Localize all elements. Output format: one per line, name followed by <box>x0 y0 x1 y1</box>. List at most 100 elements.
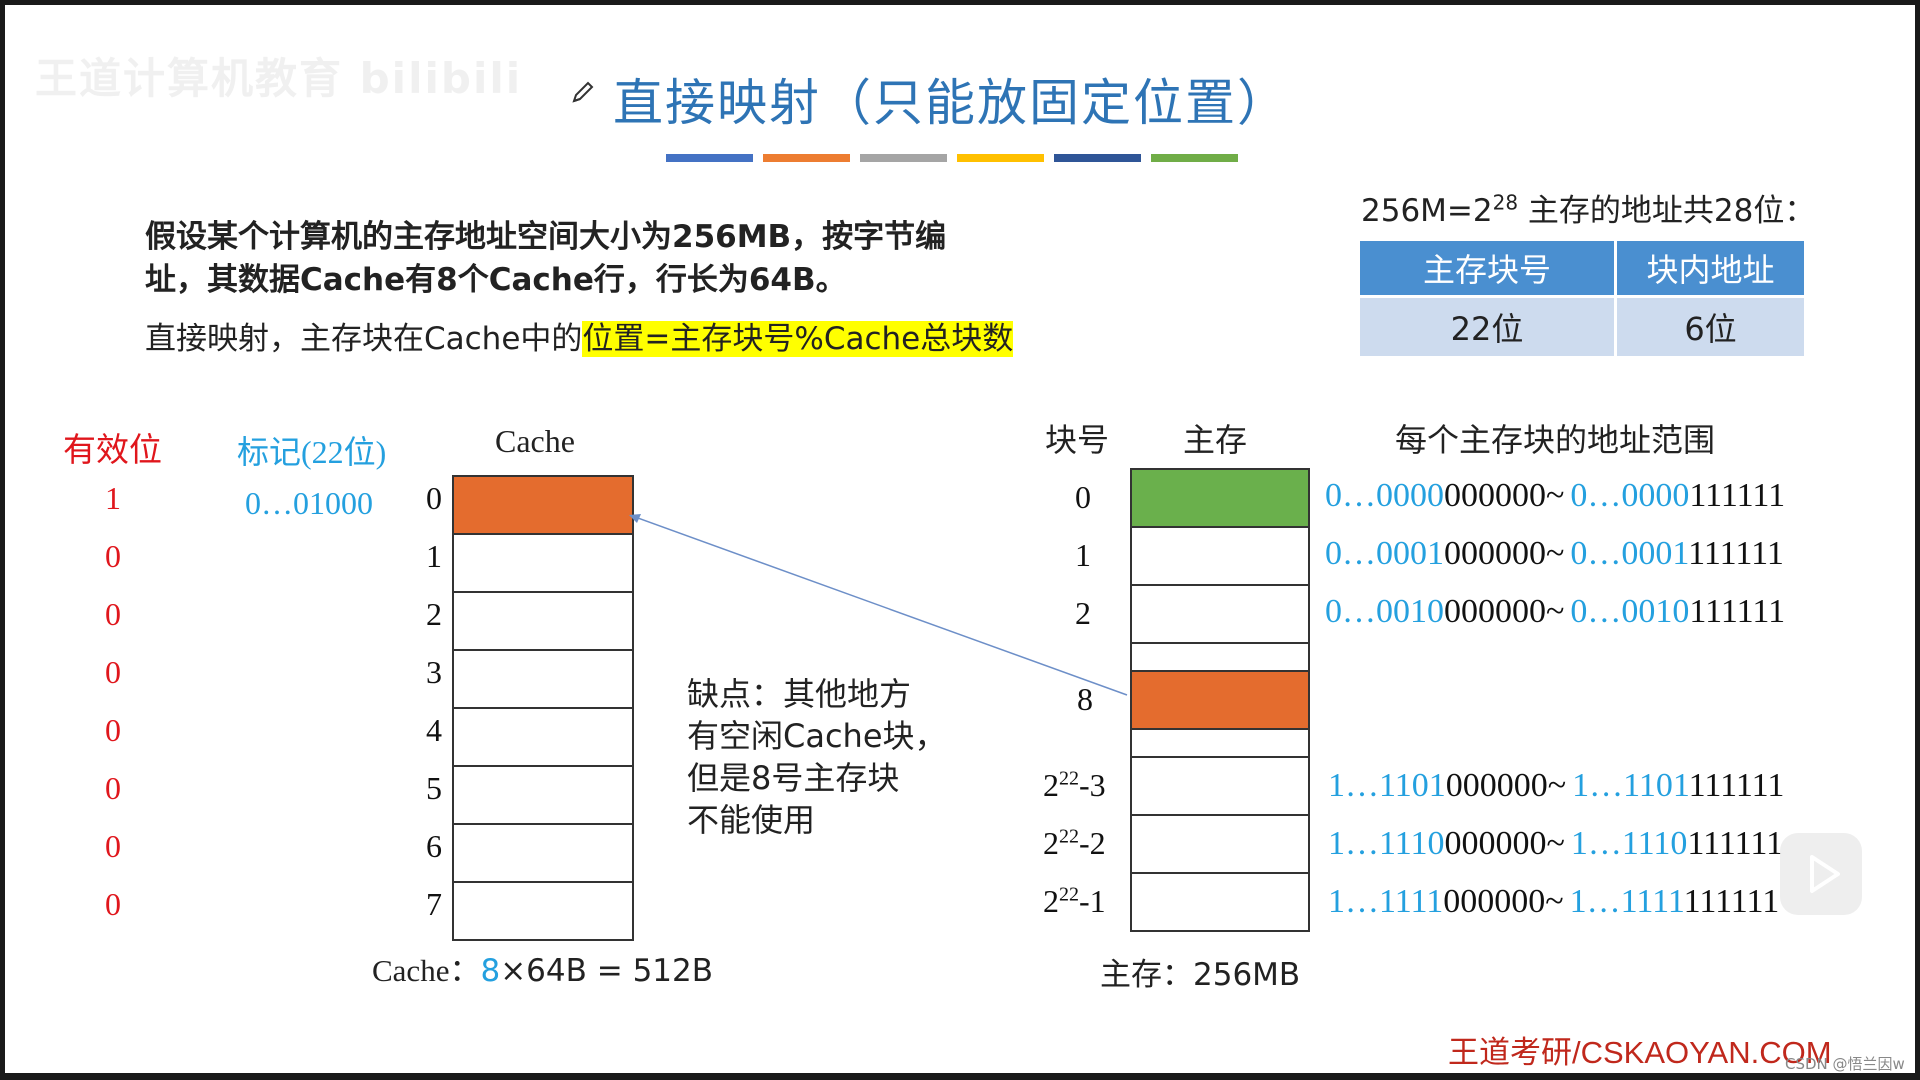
cache-title: Cache <box>495 423 575 459</box>
range-end-suffix: 111111 <box>1684 883 1780 920</box>
valid-bit: 0 <box>105 712 121 748</box>
memory-block <box>1130 468 1310 528</box>
range-start-prefix: 1…1111 <box>1328 883 1444 920</box>
range-end-suffix: 111111 <box>1689 593 1786 630</box>
range-end-suffix: 111111 <box>1689 477 1786 514</box>
cache-size-rest: ×64B = 512B <box>500 953 714 989</box>
cache-size-count: 8 <box>480 953 501 989</box>
color-bar-segment <box>957 154 1044 162</box>
pencil-icon <box>572 81 594 103</box>
range-end-prefix: 1…1111 <box>1569 883 1685 920</box>
memory-size: 主存：256MB <box>1100 957 1301 993</box>
memory-block <box>1130 670 1310 730</box>
color-bar-segment <box>666 154 753 162</box>
mapping-arrow <box>629 514 1128 696</box>
address-range: 1…1111000000~ 1…1111111111 <box>1328 883 1779 921</box>
address-formula: 256M=228 主存的地址共28位： <box>1361 185 1815 230</box>
address-range: 1…1110000000~ 1…1110111111 <box>1328 825 1783 863</box>
range-end-suffix: 111111 <box>1689 767 1785 804</box>
value-block-number-bits: 22位 <box>1360 296 1617 356</box>
cache-line-number: 7 <box>426 886 442 922</box>
memory-block <box>1130 728 1310 758</box>
memory-block <box>1130 584 1310 644</box>
valid-bit-header: 有效位 <box>63 430 162 469</box>
block-number: 2 <box>1075 595 1091 631</box>
cache-line <box>452 881 634 941</box>
range-end-prefix: 1…1101 <box>1572 767 1690 804</box>
block-number-exp: 22 <box>1059 767 1079 790</box>
memory-block <box>1130 872 1310 932</box>
color-bar-segment <box>763 154 850 162</box>
range-start-prefix: 1…1110 <box>1328 825 1445 862</box>
range-start-prefix: 0…0000 <box>1325 477 1444 514</box>
block-number-base: 2 <box>1043 883 1059 919</box>
cache-line-number: 5 <box>426 770 442 806</box>
range-end-prefix: 1…1110 <box>1570 825 1688 862</box>
block-number: 1 <box>1075 537 1091 573</box>
address-range: 0…0001000000~ 0…0001111111 <box>1325 535 1784 573</box>
cache-line <box>452 823 634 883</box>
address-range: 1…1101000000~ 1…1101111111 <box>1328 767 1784 805</box>
memory-block <box>1130 814 1310 874</box>
address-formula-base: 256M=2 <box>1361 193 1493 229</box>
range-tilde: ~ <box>1546 825 1565 862</box>
formula-highlight: 位置=主存块号%Cache总块数 <box>582 321 1014 357</box>
watermark: 王道计算机教育 bilibili <box>35 54 523 103</box>
range-start-suffix: 000000 <box>1444 593 1546 630</box>
description-line2: 址，其数据Cache有8个Cache行，行长为64B。 <box>145 262 847 298</box>
valid-bit: 0 <box>105 596 121 632</box>
memory-block <box>1130 756 1310 816</box>
drawback-note: 缺点：其他地方 有空闲Cache块， 但是8号主存块 不能使用 <box>687 673 947 841</box>
description-line3: 直接映射，主存块在Cache中的位置=主存块号%Cache总块数 <box>145 313 1014 358</box>
range-start-suffix: 000000 <box>1444 535 1546 572</box>
range-start-suffix: 000000 <box>1444 477 1546 514</box>
cache-line <box>452 591 634 651</box>
range-end-suffix: 111111 <box>1688 535 1784 572</box>
play-button[interactable] <box>1780 833 1862 915</box>
block-number-suffix: -2 <box>1079 825 1106 861</box>
color-bar-segment <box>860 154 947 162</box>
cache-line-number: 6 <box>426 828 442 864</box>
range-tilde: ~ <box>1546 477 1565 514</box>
range-start-prefix: 0…0001 <box>1325 535 1444 572</box>
cache-line-number: 1 <box>426 538 442 574</box>
block-number-base: 2 <box>1043 767 1059 803</box>
cache-size-prefix: Cache： <box>372 953 481 988</box>
range-start-prefix: 0…0010 <box>1325 593 1444 630</box>
block-number-exp: 22 <box>1059 825 1079 848</box>
csdn-credit: CSDN @悟兰因w <box>1785 1055 1905 1073</box>
block-number: 8 <box>1077 681 1093 717</box>
play-icon <box>1810 855 1840 893</box>
memory-title: 主存 <box>1183 421 1248 459</box>
valid-bit: 0 <box>105 654 121 690</box>
block-number: 222-1 <box>1043 883 1106 920</box>
block-number: 222-2 <box>1043 825 1106 862</box>
range-start-suffix: 000000 <box>1444 825 1547 862</box>
color-bar-segment <box>1054 154 1141 162</box>
address-formula-exp: 28 <box>1492 190 1519 215</box>
memory-block <box>1130 642 1310 672</box>
range-end-prefix: 0…0000 <box>1570 477 1690 514</box>
block-number-suffix: -3 <box>1079 767 1106 803</box>
range-start-suffix: 000000 <box>1445 767 1548 804</box>
range-tilde: ~ <box>1547 767 1567 804</box>
cache-size: Cache：8×64B = 512B <box>372 945 713 990</box>
value-block-offset-bits: 6位 <box>1615 296 1807 356</box>
address-range: 0…0000000000~ 0…0000111111 <box>1325 477 1785 515</box>
header-block-offset: 块内地址 <box>1615 241 1807 298</box>
block-number-exp: 22 <box>1059 883 1079 906</box>
range-tilde: ~ <box>1545 883 1564 920</box>
page-title: 直接映射（只能放固定位置） <box>613 74 1289 132</box>
memory-block <box>1130 526 1310 586</box>
block-number-suffix: -1 <box>1079 883 1106 919</box>
tag-value-row0: 0…01000 <box>245 485 373 521</box>
valid-bit: 1 <box>105 480 121 516</box>
description-line3-prefix: 直接映射，主存块在Cache中的 <box>145 321 583 357</box>
cache-line-number: 3 <box>426 654 442 690</box>
note-line: 但是8号主存块 <box>687 759 900 797</box>
header-block-number: 主存块号 <box>1360 241 1617 298</box>
cache-line <box>452 649 634 709</box>
range-end-prefix: 0…0010 <box>1570 593 1690 630</box>
valid-bit: 0 <box>105 538 121 574</box>
block-number-header: 块号 <box>1045 421 1110 459</box>
